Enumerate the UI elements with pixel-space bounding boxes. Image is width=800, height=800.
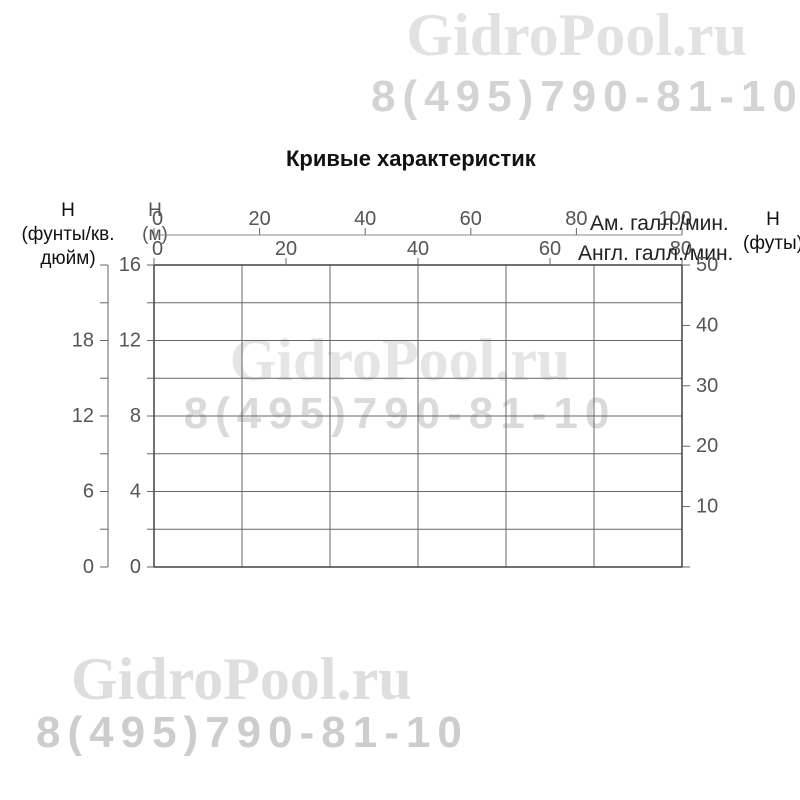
- svg-text:18: 18: [72, 330, 94, 352]
- svg-text:0: 0: [130, 556, 141, 578]
- svg-text:10: 10: [696, 496, 718, 518]
- svg-text:20: 20: [275, 238, 297, 260]
- svg-text:30: 30: [696, 375, 718, 397]
- svg-text:40: 40: [696, 314, 718, 336]
- svg-text:6: 6: [83, 481, 94, 503]
- svg-text:Ам. галл./мин.: Ам. галл./мин.: [590, 212, 729, 235]
- svg-text:0: 0: [152, 208, 163, 230]
- svg-text:80: 80: [565, 208, 587, 230]
- svg-text:60: 60: [460, 208, 482, 230]
- svg-text:60: 60: [539, 238, 561, 260]
- svg-text:40: 40: [354, 208, 376, 230]
- svg-text:8: 8: [130, 405, 141, 427]
- svg-text:20: 20: [696, 435, 718, 457]
- svg-text:16: 16: [119, 254, 141, 276]
- svg-text:0: 0: [152, 238, 163, 260]
- svg-text:40: 40: [407, 238, 429, 260]
- svg-text:4: 4: [130, 481, 141, 503]
- svg-text:12: 12: [72, 405, 94, 427]
- svg-text:0: 0: [83, 556, 94, 578]
- svg-text:50: 50: [696, 254, 718, 276]
- svg-text:12: 12: [119, 330, 141, 352]
- svg-text:20: 20: [248, 208, 270, 230]
